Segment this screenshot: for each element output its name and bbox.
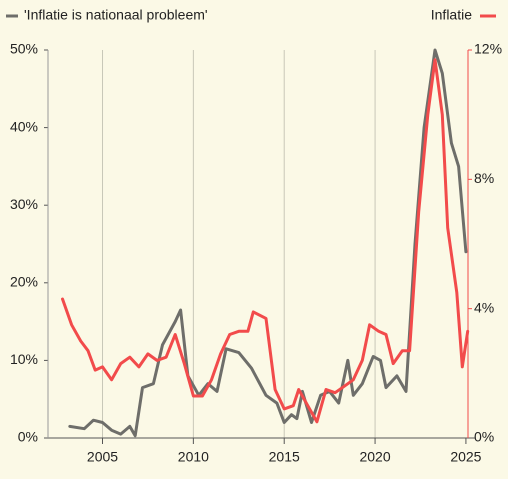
x-tick-label: 2015 [269, 449, 300, 465]
legend-label: 'Inflatie is nationaal probleem' [24, 7, 208, 23]
y2-tick-label: 12% [474, 41, 502, 57]
x-tick-label: 2010 [178, 449, 209, 465]
y2-tick-label: 8% [474, 170, 494, 186]
y-tick-label: 10% [10, 351, 38, 367]
y-tick-label: 30% [10, 196, 38, 212]
y2-tick-label: 4% [474, 299, 494, 315]
y-tick-label: 20% [10, 274, 38, 290]
x-tick-label: 2020 [359, 449, 390, 465]
legend-label: Inflatie [431, 7, 472, 23]
y-tick-label: 50% [10, 41, 38, 57]
line [68, 48, 468, 438]
x-tick-label: 2025 [450, 449, 481, 465]
x-tick-label: 2005 [87, 449, 118, 465]
y2-tick-label: 0% [474, 429, 494, 445]
line [61, 58, 470, 424]
y-tick-label: 0% [18, 429, 38, 445]
y-tick-label: 40% [10, 118, 38, 134]
